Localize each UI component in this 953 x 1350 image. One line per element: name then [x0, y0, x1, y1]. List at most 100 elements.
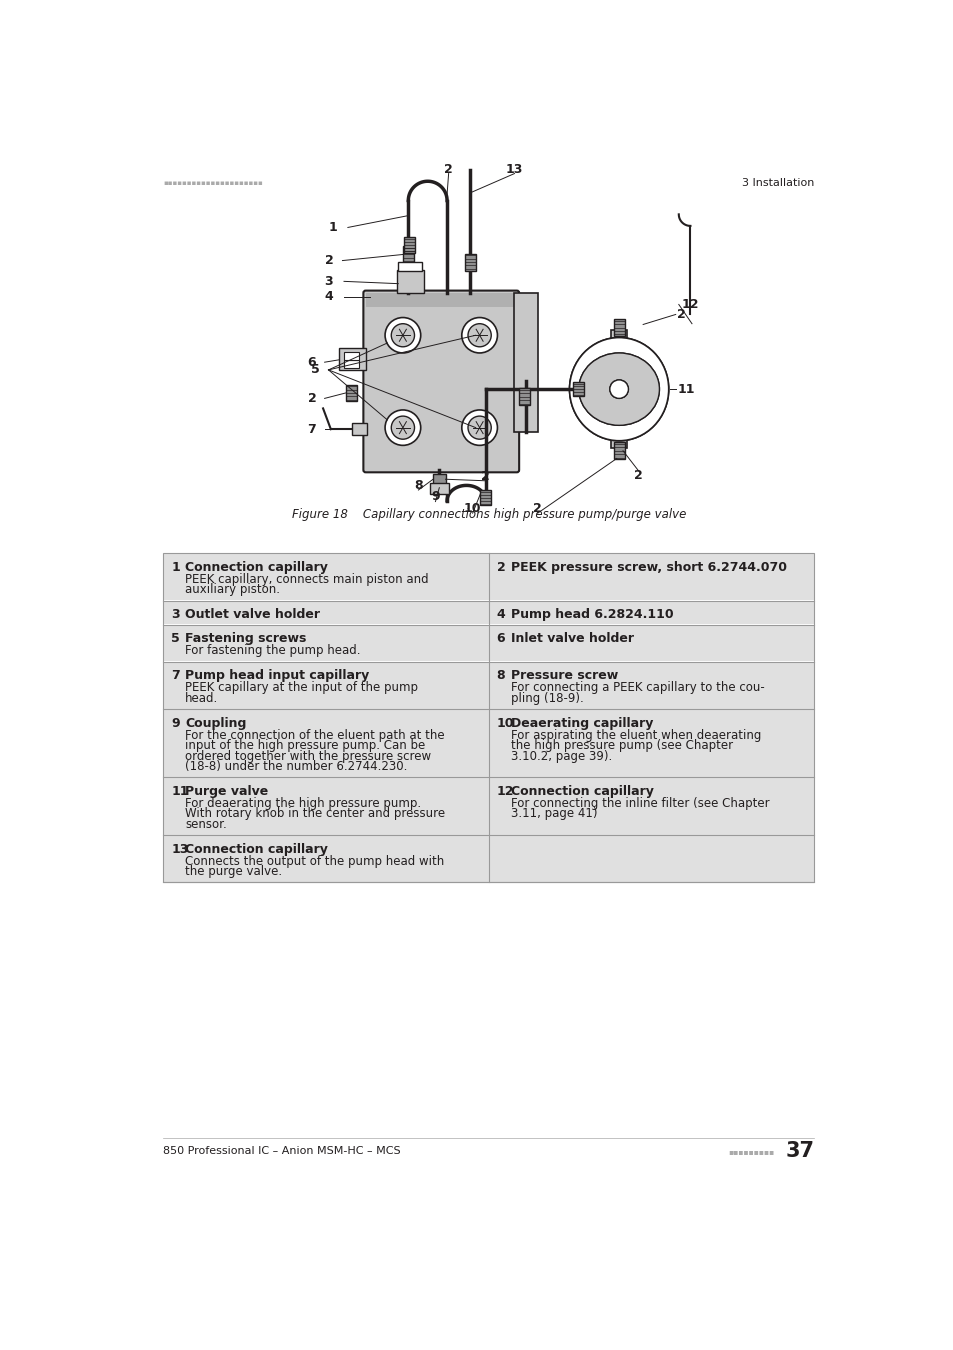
Text: Purge valve: Purge valve — [185, 784, 268, 798]
Text: For connecting the inline filter (see Chapter: For connecting the inline filter (see Ch… — [510, 796, 768, 810]
Text: ▪▪▪▪▪▪▪▪▪: ▪▪▪▪▪▪▪▪▪ — [727, 1148, 773, 1156]
Bar — [489, 710, 813, 776]
Text: Connects the output of the pump head with: Connects the output of the pump head wit… — [185, 855, 444, 868]
Text: 3: 3 — [324, 275, 333, 288]
Text: 7: 7 — [171, 670, 180, 683]
Text: 3.11, page 41): 3.11, page 41) — [510, 807, 597, 821]
Circle shape — [461, 410, 497, 446]
Text: 8: 8 — [497, 670, 505, 683]
Text: Connection capillary: Connection capillary — [510, 784, 653, 798]
Circle shape — [468, 324, 491, 347]
Text: 13: 13 — [505, 163, 522, 177]
Text: 2: 2 — [444, 163, 453, 177]
Bar — [164, 710, 488, 776]
Ellipse shape — [578, 352, 659, 425]
Text: Coupling: Coupling — [185, 717, 246, 730]
Text: 4: 4 — [324, 290, 333, 304]
Text: Connection capillary: Connection capillary — [185, 842, 328, 856]
Bar — [396, 270, 423, 293]
Text: For connecting a PEEK capillary to the cou-: For connecting a PEEK capillary to the c… — [510, 682, 763, 694]
Text: For deaerating the high pressure pump.: For deaerating the high pressure pump. — [185, 796, 421, 810]
Text: 3: 3 — [171, 609, 179, 621]
Text: Figure 18    Capillary connections high pressure pump/purge valve: Figure 18 Capillary connections high pre… — [292, 508, 685, 521]
Bar — [489, 625, 813, 662]
Circle shape — [609, 379, 628, 398]
Text: For the connection of the eluent path at the: For the connection of the eluent path at… — [185, 729, 444, 741]
Text: 11: 11 — [677, 382, 694, 396]
Text: Outlet valve holder: Outlet valve holder — [185, 609, 320, 621]
Text: Deaerating capillary: Deaerating capillary — [510, 717, 652, 730]
Text: auxiliary piston.: auxiliary piston. — [185, 583, 280, 597]
Bar — [489, 836, 813, 882]
Text: 2: 2 — [677, 308, 685, 321]
Circle shape — [385, 317, 420, 352]
Text: (18-8) under the number 6.2744.230.: (18-8) under the number 6.2744.230. — [185, 760, 407, 774]
Bar — [489, 554, 813, 601]
Bar — [164, 554, 488, 601]
Ellipse shape — [569, 338, 668, 440]
Text: 6: 6 — [307, 355, 315, 369]
Circle shape — [385, 410, 420, 446]
Text: 9: 9 — [171, 717, 179, 730]
Bar — [430, 483, 448, 494]
Text: 7: 7 — [307, 423, 316, 436]
Text: 1: 1 — [328, 221, 337, 234]
Bar — [164, 601, 488, 625]
Bar — [613, 443, 624, 459]
Bar — [365, 293, 517, 306]
Text: 3 Installation: 3 Installation — [741, 178, 814, 188]
Text: input of the high pressure pump. Can be: input of the high pressure pump. Can be — [185, 738, 425, 752]
Circle shape — [391, 324, 415, 347]
Bar — [404, 238, 415, 252]
Bar — [164, 836, 488, 882]
Text: 37: 37 — [784, 1142, 814, 1161]
Bar — [164, 778, 488, 834]
Text: PEEK pressure screw, short 6.2744.070: PEEK pressure screw, short 6.2744.070 — [510, 560, 786, 574]
Text: 5: 5 — [171, 632, 180, 645]
Bar — [464, 254, 476, 270]
Bar — [480, 490, 491, 505]
Text: PEEK capillary, connects main piston and: PEEK capillary, connects main piston and — [185, 572, 428, 586]
Text: Pressure screw: Pressure screw — [510, 670, 618, 683]
Text: PEEK capillary at the input of the pump: PEEK capillary at the input of the pump — [185, 682, 417, 694]
Text: 12: 12 — [680, 298, 698, 311]
Bar — [352, 423, 367, 435]
Text: With rotary knob in the center and pressure: With rotary knob in the center and press… — [185, 807, 445, 821]
Text: 1: 1 — [171, 560, 180, 574]
Text: pling (18-9).: pling (18-9). — [510, 691, 583, 705]
Text: 850 Professional IC – Anion MSM-HC – MCS: 850 Professional IC – Anion MSM-HC – MCS — [163, 1146, 400, 1157]
Text: 10: 10 — [463, 502, 481, 514]
Text: 6: 6 — [497, 632, 505, 645]
Text: the high pressure pump (see Chapter: the high pressure pump (see Chapter — [510, 738, 732, 752]
Text: 2: 2 — [497, 560, 505, 574]
Text: 8: 8 — [414, 479, 422, 491]
Text: head.: head. — [185, 691, 218, 705]
Text: Inlet valve holder: Inlet valve holder — [510, 632, 633, 645]
Text: For fastening the pump head.: For fastening the pump head. — [185, 644, 360, 657]
Bar — [397, 262, 422, 271]
Text: 3.10.2, page 39).: 3.10.2, page 39). — [510, 749, 611, 763]
Bar — [402, 246, 414, 263]
Bar — [346, 385, 356, 401]
Text: the purge valve.: the purge valve. — [185, 865, 282, 878]
Bar — [433, 474, 445, 485]
Text: 2: 2 — [634, 468, 642, 482]
Circle shape — [468, 416, 491, 439]
Text: 5: 5 — [311, 363, 320, 377]
Text: ▪▪▪▪▪▪▪▪▪▪▪▪▪▪▪▪▪▪▪▪▪: ▪▪▪▪▪▪▪▪▪▪▪▪▪▪▪▪▪▪▪▪▪ — [163, 180, 263, 186]
Text: ordered together with the pressure screw: ordered together with the pressure screw — [185, 749, 431, 763]
Text: Pump head 6.2824.110: Pump head 6.2824.110 — [510, 609, 673, 621]
Text: 13: 13 — [171, 842, 189, 856]
Text: Connection capillary: Connection capillary — [185, 560, 328, 574]
Text: 2: 2 — [533, 502, 541, 514]
Text: Pump head input capillary: Pump head input capillary — [185, 670, 369, 683]
Text: For aspirating the eluent when deaerating: For aspirating the eluent when deaeratin… — [510, 729, 760, 741]
Text: 9: 9 — [431, 490, 439, 504]
Ellipse shape — [578, 352, 659, 425]
Text: 2: 2 — [324, 254, 333, 267]
Bar — [514, 293, 537, 432]
Bar — [163, 554, 814, 883]
Circle shape — [391, 416, 415, 439]
Bar — [164, 662, 488, 709]
Text: 11: 11 — [171, 784, 189, 798]
